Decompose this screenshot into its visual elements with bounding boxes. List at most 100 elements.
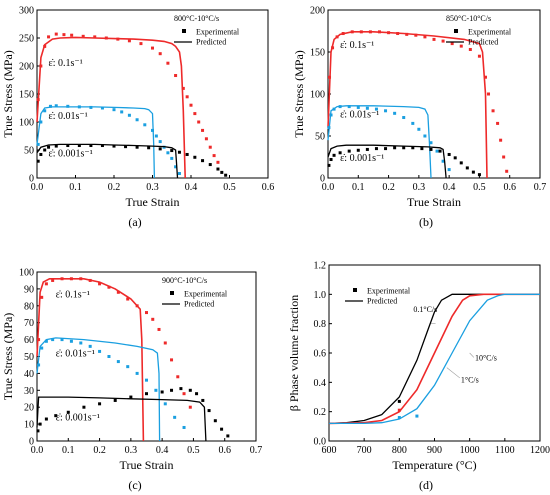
x-tick-label: 0.2	[382, 182, 395, 193]
experimental-point	[329, 158, 333, 162]
experimental-point	[377, 30, 381, 34]
strain-rate-label: ε̇: 0.01s⁻¹	[49, 111, 88, 122]
y-tick-label: 0.0	[314, 437, 327, 448]
experimental-point	[338, 151, 342, 155]
y-axis-label: True Stress (MPa)	[1, 50, 15, 138]
predicted-line-black	[327, 144, 447, 179]
experimental-point	[201, 159, 205, 163]
experimental-point	[70, 33, 74, 37]
x-tick-label: 0.3	[125, 445, 138, 456]
experimental-point	[193, 112, 197, 116]
y-tick-label: 1.2	[314, 261, 327, 272]
experimental-point	[188, 388, 192, 392]
experimental-point	[79, 341, 83, 345]
x-tick-label: 1000	[460, 445, 480, 456]
experimental-point	[393, 111, 397, 115]
condition-annotation: 800°C-10°C/s	[174, 14, 219, 23]
x-tick-label: 0.1	[69, 182, 82, 193]
y-tick-label: 40	[24, 369, 34, 380]
experimental-point	[182, 425, 186, 429]
x-tick-label: 800	[392, 445, 407, 456]
experimental-point	[402, 146, 406, 150]
experimental-point	[331, 46, 335, 50]
x-axis-label: True Strain	[126, 195, 180, 209]
experimental-point	[89, 105, 93, 109]
y-tick-label: 0	[29, 174, 34, 185]
strain-rate-label: ε̇: 0.001s⁻¹	[340, 153, 384, 164]
experimental-point	[459, 44, 463, 48]
experimental-point	[224, 173, 228, 177]
experimental-point	[332, 107, 336, 111]
chart-panel-b: 0.0 0.1 0.2 0.3 0.4 0.5 0.6 0.7 0 50 100 150 200 True…	[292, 6, 546, 230]
experimental-point	[37, 363, 41, 367]
legend-experimental-marker	[182, 29, 186, 33]
strain-rate-label: ε̇: 0.1s⁻¹	[56, 289, 90, 300]
strain-rate-label: ε̇: 0.01s⁻¹	[340, 110, 379, 121]
experimental-point	[135, 304, 139, 308]
y-tick-label: 20	[24, 403, 34, 414]
predicted-line-red	[328, 293, 540, 425]
experimental-point	[201, 398, 205, 402]
experimental-point	[107, 285, 111, 289]
x-tick-label: 600	[322, 445, 337, 456]
experimental-point	[356, 148, 360, 152]
y-axis-label: β Phase volume fraction	[287, 295, 301, 411]
experimental-point	[158, 147, 162, 151]
x-tick-label: 0.7	[250, 445, 263, 456]
predicted-line-black	[36, 396, 207, 442]
experimental-point	[465, 166, 469, 170]
experimental-point	[69, 277, 73, 281]
strain-rate-label: ε̇: 0.001s⁻¹	[56, 413, 100, 424]
experimental-point	[347, 105, 351, 109]
y-tick-label: 0.8	[314, 319, 327, 330]
curve-label-blue: 1°C/s	[461, 375, 479, 384]
experimental-point	[450, 42, 454, 46]
experimental-point	[397, 399, 401, 403]
y-tick-label: 0.6	[314, 349, 327, 360]
experimental-point	[60, 338, 64, 342]
legend-predicted-label: Predicted	[468, 38, 498, 47]
experimental-point	[207, 409, 211, 413]
legend-predicted-label: Predicted	[367, 297, 397, 306]
y-tick-label: 80	[24, 301, 34, 312]
experimental-point	[487, 92, 491, 96]
x-axis-label: Temperature (°C)	[392, 458, 476, 472]
experimental-point	[415, 414, 419, 418]
experimental-point	[44, 339, 48, 343]
experimental-point	[98, 402, 102, 406]
experimental-point	[100, 106, 104, 110]
experimental-point	[327, 126, 331, 130]
experimental-point	[468, 47, 472, 51]
chart-panel-c: 0.0 0.1 0.2 0.3 0.4 0.5 0.6 0.7 0 10 20 30 40 50 60 70 8…	[1, 268, 262, 493]
legend-experimental-marker	[170, 291, 174, 295]
y-tick-label: 90	[24, 284, 34, 295]
experimental-point	[158, 140, 162, 144]
chart-panel-a: 0.0 0.1 0.2 0.3 0.4 0.5 0.6 0 50 100 150 200 250 300 T…	[1, 6, 274, 230]
experimental-point	[204, 137, 208, 141]
x-tick-label: 0.7	[534, 182, 547, 193]
experimental-point	[60, 277, 64, 281]
experimental-point	[143, 123, 147, 127]
x-tick-label: 0.2	[108, 182, 121, 193]
experimental-point	[135, 371, 139, 375]
experimental-point	[220, 427, 224, 431]
experimental-point	[335, 35, 339, 39]
chart-panel-d: 600 700 800 900 1000 1100 1200 0.0 0.2 0.4 0.6 0.8 1…	[287, 261, 550, 493]
experimental-point	[36, 98, 40, 102]
experimental-point	[435, 149, 439, 153]
experimental-point	[502, 155, 506, 159]
experimental-point	[98, 282, 102, 286]
experimental-point	[163, 341, 167, 345]
experimental-point	[505, 169, 509, 173]
y-tick-label: 100	[310, 90, 325, 101]
experimental-point	[365, 147, 369, 151]
experimental-point	[54, 414, 58, 418]
experimental-point	[154, 134, 158, 138]
y-tick-label: 0	[320, 174, 325, 185]
experimental-point	[177, 150, 181, 154]
experimental-point	[51, 278, 55, 282]
experimental-point	[147, 146, 151, 150]
y-tick-label: 0	[29, 437, 34, 448]
x-tick-label: 700	[357, 445, 372, 456]
experimental-point	[124, 145, 128, 149]
